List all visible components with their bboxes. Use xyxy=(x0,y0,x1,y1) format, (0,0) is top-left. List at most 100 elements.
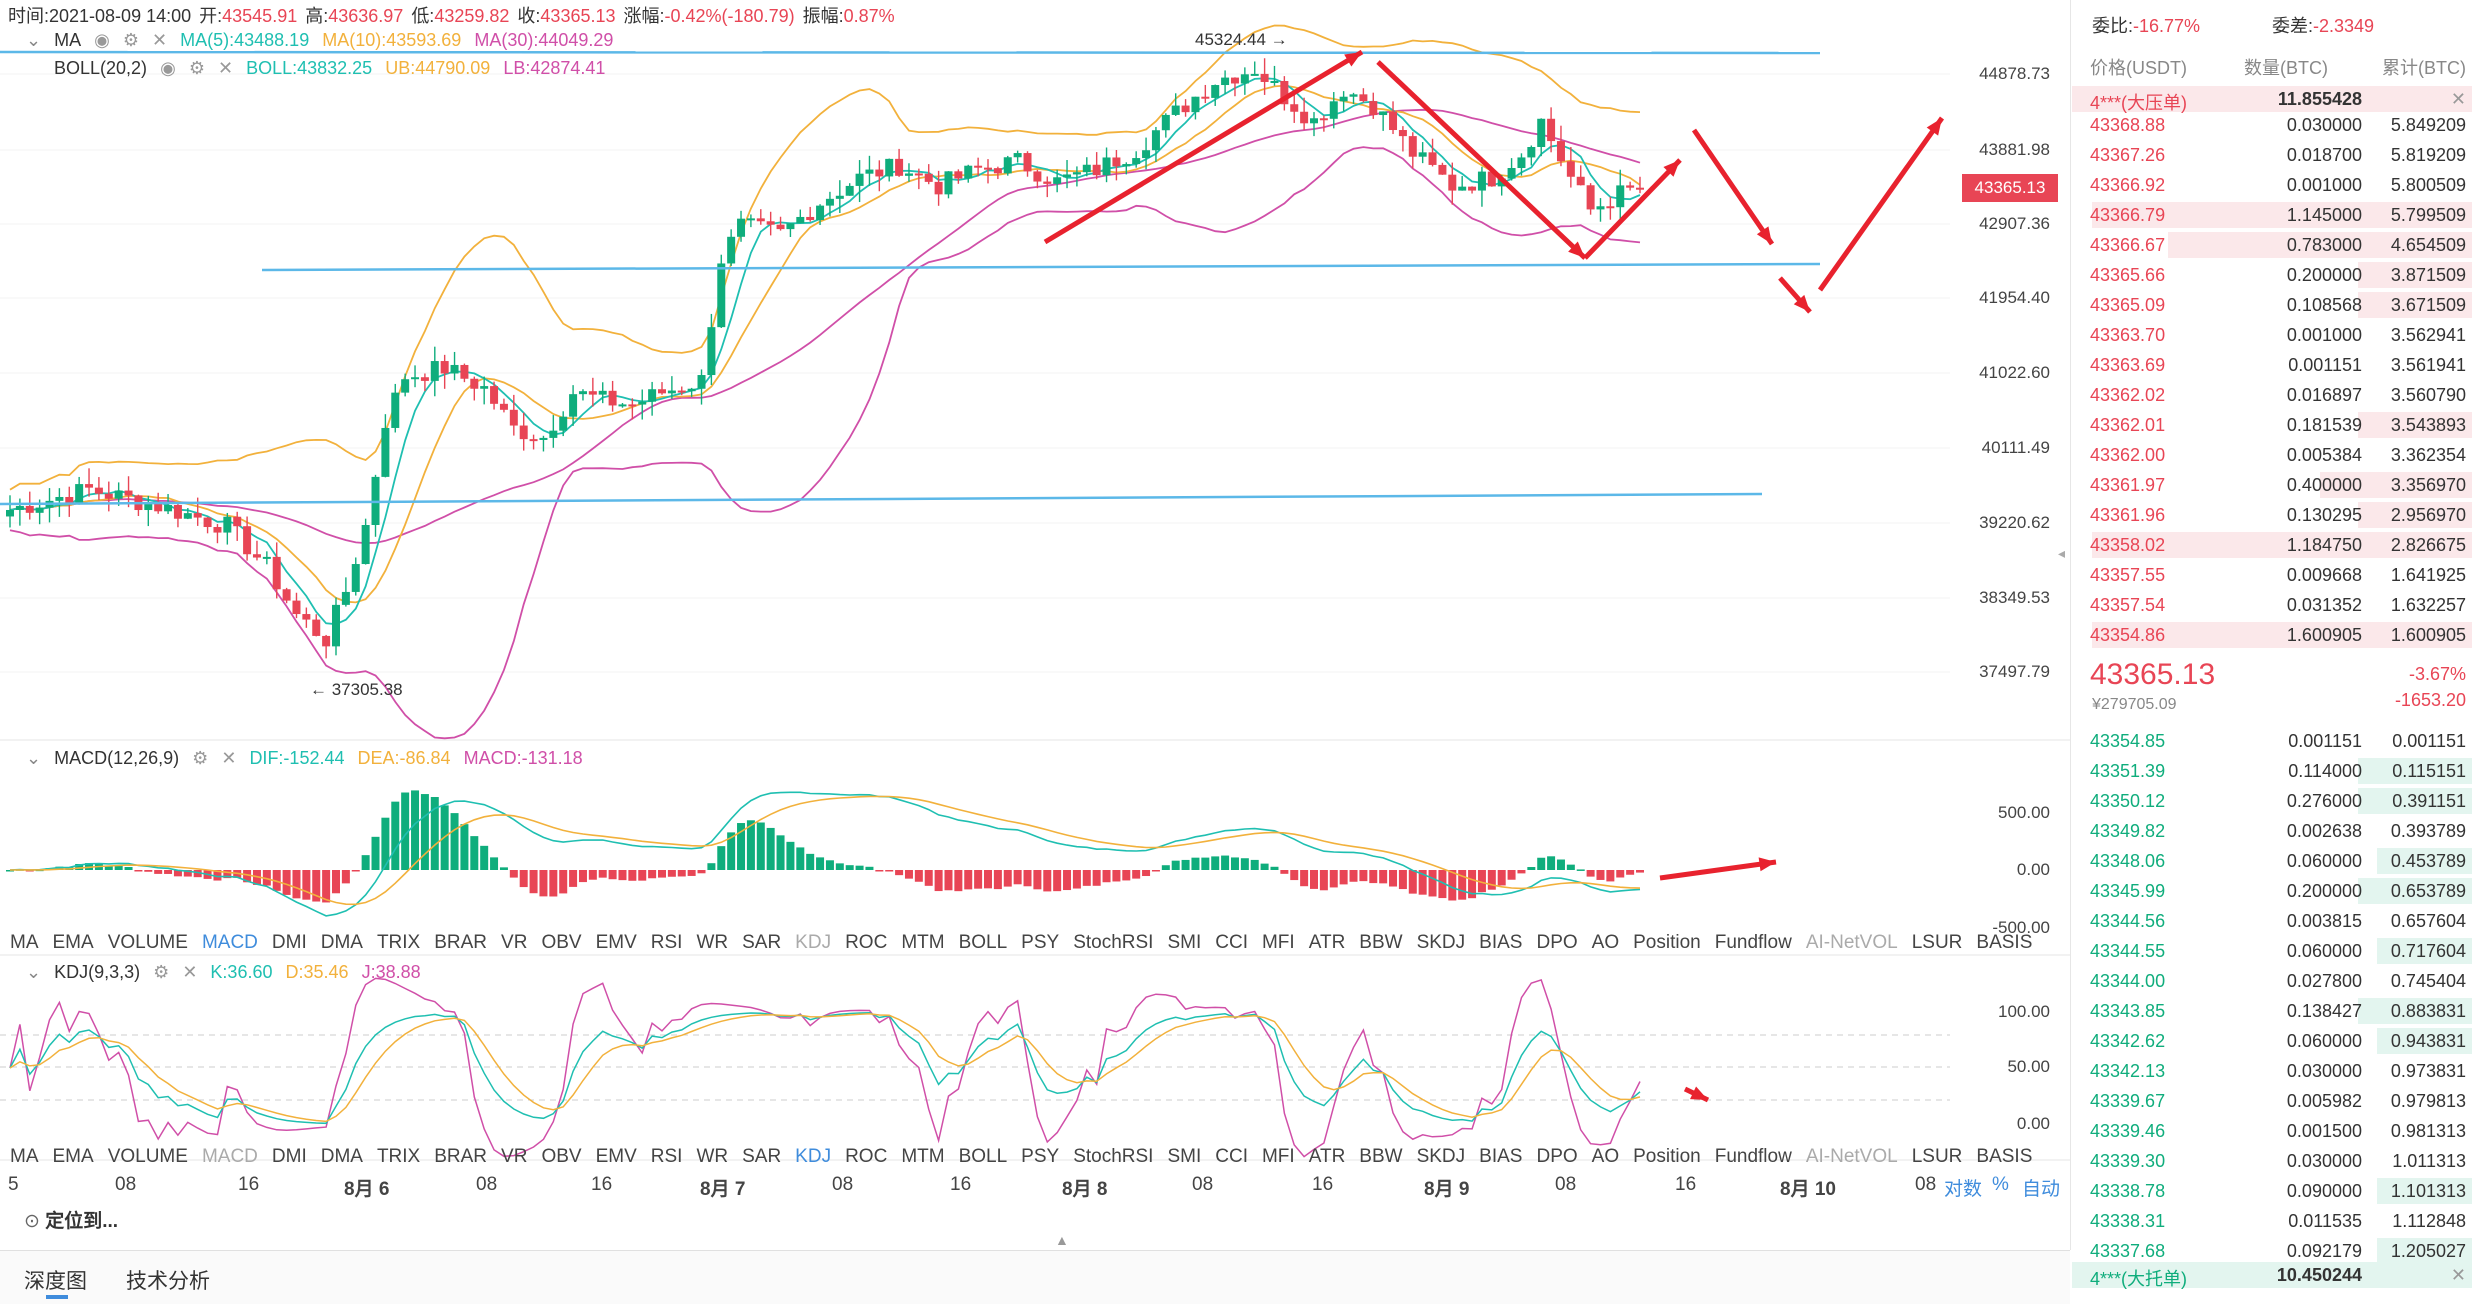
close-icon[interactable]: ✕ xyxy=(2450,1265,2466,1285)
bid-row[interactable]: 43339.30 0.030000 1.011313 xyxy=(2072,1146,2472,1176)
bid-row[interactable]: 43339.67 0.005982 0.979813 xyxy=(2072,1086,2472,1116)
indicator-tab-stochrsi[interactable]: StochRSI xyxy=(1073,932,1154,953)
indicator-tab-dpo[interactable]: DPO xyxy=(1536,932,1578,953)
indicator-tab-dmi[interactable]: DMI xyxy=(271,1146,307,1167)
bid-row[interactable]: 43349.82 0.002638 0.393789 xyxy=(2072,816,2472,846)
indicator-tab-roc[interactable]: ROC xyxy=(845,1146,888,1167)
indicator-tab-fundflow[interactable]: Fundflow xyxy=(1714,932,1792,953)
indicator-tab-dpo[interactable]: DPO xyxy=(1536,1146,1578,1167)
indicator-tab-roc[interactable]: ROC xyxy=(845,932,888,953)
indicator-tab-ma[interactable]: MA xyxy=(10,1146,39,1167)
bid-row[interactable]: 43339.46 0.001500 0.981313 xyxy=(2072,1116,2472,1146)
indicator-tab-cci[interactable]: CCI xyxy=(1215,932,1248,953)
indicator-tab-psy[interactable]: PSY xyxy=(1021,1146,1060,1167)
bid-row[interactable]: 43337.68 0.092179 1.205027 xyxy=(2072,1236,2472,1266)
ask-row[interactable]: 43365.09 0.108568 3.671509 xyxy=(2072,290,2472,320)
indicator-tab-lsur[interactable]: LSUR xyxy=(1911,932,1963,953)
indicator-tab-vr[interactable]: VR xyxy=(501,932,528,953)
indicator-tab-position[interactable]: Position xyxy=(1633,932,1701,953)
tab-technical-analysis[interactable]: 技术分析 xyxy=(126,1270,210,1293)
ask-row[interactable]: 43366.67 0.783000 4.654509 xyxy=(2072,230,2472,260)
bid-row[interactable]: 43344.56 0.003815 0.657604 xyxy=(2072,906,2472,936)
bid-row[interactable]: 43350.12 0.276000 0.391151 xyxy=(2072,786,2472,816)
close-icon[interactable]: ✕ xyxy=(2450,89,2466,109)
indicator-tab-smi[interactable]: SMI xyxy=(1167,1146,1202,1167)
indicator-tab-ema[interactable]: EMA xyxy=(52,932,94,953)
ask-row[interactable]: 43357.55 0.009668 1.641925 xyxy=(2072,560,2472,590)
indicator-tab-ai-netvol[interactable]: AI-NetVOL xyxy=(1805,932,1898,953)
gear-icon[interactable]: ⚙ xyxy=(153,962,170,982)
ask-row[interactable]: 43358.02 1.184750 2.826675 xyxy=(2072,530,2472,560)
indicator-tab-fundflow[interactable]: Fundflow xyxy=(1714,1146,1792,1167)
indicator-tab-obv[interactable]: OBV xyxy=(541,932,582,953)
indicator-tab-brar[interactable]: BRAR xyxy=(434,1146,488,1167)
indicator-tab-ao[interactable]: AO xyxy=(1591,1146,1620,1167)
indicator-tab-sar[interactable]: SAR xyxy=(742,1146,782,1167)
ask-row[interactable]: 43365.66 0.200000 3.871509 xyxy=(2072,260,2472,290)
bid-row[interactable]: 43338.31 0.011535 1.112848 xyxy=(2072,1206,2472,1236)
indicator-tab-psy[interactable]: PSY xyxy=(1021,932,1060,953)
indicator-tab-ao[interactable]: AO xyxy=(1591,932,1620,953)
indicator-tab-mtm[interactable]: MTM xyxy=(901,1146,945,1167)
indicator-tab-brar[interactable]: BRAR xyxy=(434,932,488,953)
indicator-tab-skdj[interactable]: SKDJ xyxy=(1416,1146,1466,1167)
ask-row[interactable]: 43368.88 0.030000 5.849209 xyxy=(2072,110,2472,140)
indicator-tab-emv[interactable]: EMV xyxy=(595,932,637,953)
axis-control-2[interactable]: 自动 xyxy=(2022,1179,2061,1200)
indicator-tab-volume[interactable]: VOLUME xyxy=(107,932,188,953)
eye-icon[interactable]: ◉ xyxy=(94,30,110,50)
indicator-tab-ai-netvol[interactable]: AI-NetVOL xyxy=(1805,1146,1898,1167)
indicator-tab-dmi[interactable]: DMI xyxy=(271,932,307,953)
indicator-tab-bbw[interactable]: BBW xyxy=(1359,932,1403,953)
indicator-tab-stochrsi[interactable]: StochRSI xyxy=(1073,1146,1154,1167)
indicator-tab-rsi[interactable]: RSI xyxy=(650,932,683,953)
collapse-icon[interactable]: ⌄ xyxy=(26,962,42,982)
indicator-tab-position[interactable]: Position xyxy=(1633,1146,1701,1167)
close-icon[interactable]: ✕ xyxy=(217,58,234,78)
indicator-tab-kdj[interactable]: KDJ xyxy=(795,932,832,953)
ask-row[interactable]: 43354.86 1.600905 1.600905 xyxy=(2072,620,2472,650)
indicator-tabs-sub[interactable]: MA EMA VOLUME MACD DMI DMA TRIX BRAR VR OBV EMV RSI… xyxy=(10,1146,2046,1168)
close-icon[interactable]: ✕ xyxy=(152,30,168,50)
bid-row[interactable]: 43344.00 0.027800 0.745404 xyxy=(2072,966,2472,996)
indicator-tab-bias[interactable]: BIAS xyxy=(1479,1146,1523,1167)
axis-control-1[interactable]: % xyxy=(1992,1174,2009,1195)
indicator-tab-basis[interactable]: BASIS xyxy=(1976,1146,2033,1167)
ask-row[interactable]: 43363.70 0.001000 3.562941 xyxy=(2072,320,2472,350)
kline-chart-panel[interactable]: 时间:2021-08-09 14:00 开:43545.91 高:43636.97 低… xyxy=(0,0,2071,1250)
tab-depth-chart[interactable]: 深度图 xyxy=(24,1270,87,1293)
close-icon[interactable]: ✕ xyxy=(182,962,198,982)
ask-row[interactable]: 43362.01 0.181539 3.543893 xyxy=(2072,410,2472,440)
indicator-tab-macd[interactable]: MACD xyxy=(201,1146,258,1167)
bid-row[interactable]: 43351.39 0.114000 0.115151 xyxy=(2072,756,2472,786)
bid-row[interactable]: 43342.62 0.060000 0.943831 xyxy=(2072,1026,2472,1056)
collapse-panel-icon[interactable]: ◂ xyxy=(2058,545,2066,561)
indicator-tab-mtm[interactable]: MTM xyxy=(901,932,945,953)
close-icon[interactable]: ✕ xyxy=(221,748,237,768)
gear-icon[interactable]: ⚙ xyxy=(192,748,209,768)
bid-row[interactable]: 43344.55 0.060000 0.717604 xyxy=(2072,936,2472,966)
ask-row[interactable]: 43361.97 0.400000 3.356970 xyxy=(2072,470,2472,500)
indicator-tab-basis[interactable]: BASIS xyxy=(1976,932,2033,953)
indicator-tab-bbw[interactable]: BBW xyxy=(1359,1146,1403,1167)
expand-handle-icon[interactable]: ▲ xyxy=(1055,1232,1069,1248)
indicator-tab-dma[interactable]: DMA xyxy=(320,1146,363,1167)
indicator-tab-dma[interactable]: DMA xyxy=(320,932,363,953)
indicator-tab-sar[interactable]: SAR xyxy=(742,932,782,953)
ask-row[interactable]: 43363.69 0.001151 3.561941 xyxy=(2072,350,2472,380)
ask-wall-row[interactable]: 4***(大压单) 11.855428 ✕ xyxy=(2072,84,2472,114)
indicator-tab-boll[interactable]: BOLL xyxy=(958,932,1008,953)
indicator-tab-lsur[interactable]: LSUR xyxy=(1911,1146,1963,1167)
indicator-tab-boll[interactable]: BOLL xyxy=(958,1146,1008,1167)
gear-icon[interactable]: ⚙ xyxy=(122,30,139,50)
indicator-tabs-main[interactable]: MA EMA VOLUME MACD DMI DMA TRIX BRAR VR OBV EMV RSI… xyxy=(10,932,2046,954)
indicator-tab-volume[interactable]: VOLUME xyxy=(107,1146,188,1167)
indicator-tab-trix[interactable]: TRIX xyxy=(376,932,421,953)
indicator-tab-mfi[interactable]: MFI xyxy=(1261,1146,1295,1167)
indicator-tab-ema[interactable]: EMA xyxy=(52,1146,94,1167)
indicator-tab-wr[interactable]: WR xyxy=(696,932,729,953)
indicator-tab-vr[interactable]: VR xyxy=(501,1146,528,1167)
bid-row[interactable]: 43342.13 0.030000 0.973831 xyxy=(2072,1056,2472,1086)
collapse-icon[interactable]: ⌄ xyxy=(26,748,42,768)
ask-row[interactable]: 43362.00 0.005384 3.362354 xyxy=(2072,440,2472,470)
